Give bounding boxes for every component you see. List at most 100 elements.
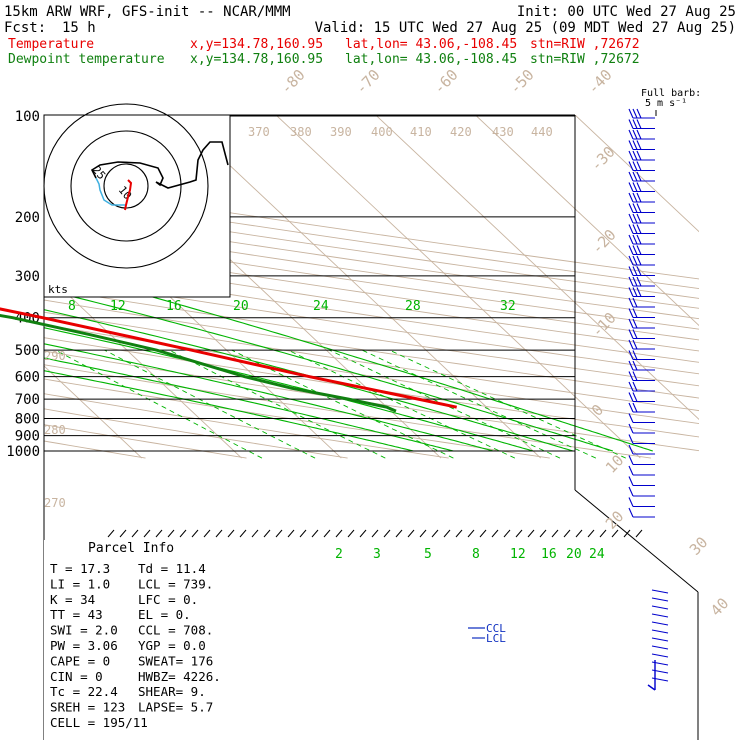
isotherm-label: -30 [587, 143, 619, 175]
wind-barb-shaft [651, 613, 669, 618]
dry-adiabat [44, 287, 699, 387]
theta-e-label: 32 [500, 299, 516, 314]
wind-barb-flag [628, 129, 634, 140]
wind-barb-flag [636, 203, 642, 213]
parcel-info-right: EL = 0. [138, 607, 191, 622]
wind-barb-flag [632, 171, 638, 182]
pressure-label: 600 [15, 370, 40, 386]
wind-barb-flag [636, 171, 642, 182]
hatch-mark [179, 529, 187, 538]
wind-barb-flag [628, 245, 634, 255]
hodograph-box [43, 114, 231, 298]
wind-barb-flag [636, 161, 642, 171]
theta-e-label: 16 [166, 299, 182, 314]
wind-barb-shaft [651, 597, 669, 602]
wind-barb-flag [632, 266, 638, 276]
isotherm-label: -50 [506, 66, 538, 98]
hatch-mark [323, 529, 331, 538]
wind-barb-flag [628, 182, 634, 192]
hatch-mark [263, 529, 271, 538]
wind-barb-flag [628, 213, 634, 224]
wind-barb-flag [632, 350, 638, 360]
pressure-label: 300 [15, 269, 40, 285]
theta-label: 370 [248, 125, 270, 139]
wind-barb-flag [632, 213, 638, 224]
temperature-profile [0, 307, 458, 409]
isotherm-line [375, 115, 699, 421]
hatch-mark [131, 529, 139, 538]
parcel-info-left: K = 34 [50, 592, 95, 607]
background-lines [44, 115, 699, 459]
parcel-info-right: SWEAT= 176 [138, 653, 213, 668]
theta-label: 410 [410, 125, 432, 139]
init-time: Init: 00 UTC Wed 27 Aug 25 [517, 4, 736, 20]
lcl-label: LCL [486, 632, 506, 645]
wind-barb-flag [636, 213, 642, 224]
wind-barbs [628, 108, 669, 691]
wind-barb-flag [632, 381, 638, 392]
theta-label: 380 [290, 125, 312, 139]
wind-barb-flag [628, 444, 634, 455]
wind-barb-flag [628, 203, 634, 213]
hatch-mark [251, 529, 259, 538]
isotherm-label: -70 [352, 66, 384, 98]
hatch-mark [551, 529, 559, 538]
dry-adiabat [44, 202, 699, 299]
wind-barb-flag [632, 182, 638, 192]
dewpoint-legend: Dewpoint temperature [8, 52, 165, 67]
forecast-hour: 15 h [62, 20, 96, 36]
temperature-xy: x,y=134.78,160.95 [190, 37, 323, 52]
wind-barb-flag [647, 684, 656, 691]
wind-barb-shaft [651, 637, 669, 642]
wind-barb-flag [628, 350, 634, 360]
wind-barb-flag [628, 161, 634, 171]
parcel-info-box: Parcel Info T = 17.3 Td = 11.4 LI = 1.0 LCL… [44, 540, 230, 740]
theta-label: 280 [44, 423, 66, 437]
dry-adiabat [44, 378, 550, 459]
hatch-mark [143, 529, 151, 538]
hatch-mark [119, 529, 127, 538]
wind-barb-flag [632, 318, 638, 329]
parcel-info-right: Td = 11.4 [138, 561, 206, 576]
theta-e-label: 24 [313, 299, 329, 314]
mixing-ratio-label: 20 [566, 547, 582, 562]
mixing-ratio-line [329, 349, 561, 459]
temperature-legend: Temperature [8, 37, 94, 52]
wind-barb-flag [632, 245, 638, 255]
wind-barb-flag [636, 182, 642, 192]
wind-barb-flag [628, 434, 634, 444]
parcel-info-left: TT = 43 [50, 607, 103, 622]
hatch-mark [107, 529, 115, 538]
dry-adiabat [44, 337, 699, 438]
isotherm-label: -80 [277, 66, 309, 98]
mixing-ratio-line [288, 349, 516, 459]
mixing-ratio-line [231, 349, 454, 459]
profiles [0, 307, 458, 413]
wind-barb-flag [632, 108, 638, 119]
wind-barb-flag [628, 266, 634, 276]
wind-barb-flag [636, 276, 642, 287]
valid-time: Valid: 15 UTC Wed 27 Aug 25 (09 MDT Wed … [315, 20, 736, 36]
theta-label: 290 [44, 349, 66, 363]
wind-barb-flag [628, 119, 634, 129]
wind-barb-flag [628, 476, 634, 486]
hatch-mark [539, 529, 547, 538]
barb-key-line2: 5 m s⁻¹ [645, 98, 687, 109]
hatch-mark [335, 529, 343, 538]
parcel-info-right: YGP = 0.0 [138, 638, 206, 653]
wind-barb-flag [636, 108, 642, 119]
theta-e-label: 12 [110, 299, 126, 314]
wind-barb-flag [628, 192, 634, 203]
dry-adiabat [44, 311, 699, 412]
mixing-ratio-label: 24 [589, 547, 605, 562]
theta-label: 400 [371, 125, 393, 139]
hodograph-trace-upper [90, 141, 229, 189]
parcel-info-left: PW = 3.06 [50, 638, 118, 653]
parcel-info-right: LFC = 0. [138, 592, 198, 607]
wind-barb-flag [628, 255, 634, 266]
pressure-label: 500 [15, 343, 40, 359]
wind-barb-flag [628, 392, 634, 402]
isotherm-label: -20 [588, 226, 620, 258]
dry-adiabat [44, 193, 699, 289]
hatch-mark [611, 529, 619, 538]
